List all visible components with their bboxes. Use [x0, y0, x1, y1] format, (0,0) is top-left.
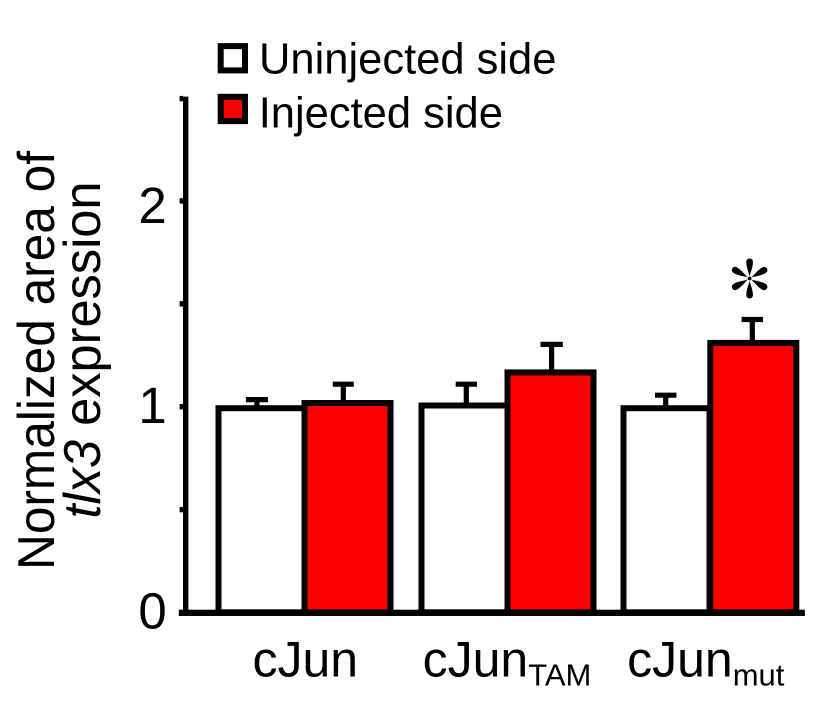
- svg-text:Uninjected side: Uninjected side: [259, 35, 556, 83]
- svg-text:cJun: cJun: [253, 631, 359, 687]
- svg-text:Normalized area of: Normalized area of: [8, 150, 66, 570]
- svg-text:2: 2: [138, 177, 166, 234]
- svg-text:Injected side: Injected side: [259, 90, 503, 138]
- svg-text:tlx3 expression: tlx3 expression: [54, 182, 112, 519]
- svg-text:cJunmut: cJunmut: [627, 631, 785, 692]
- svg-text:0: 0: [138, 583, 166, 640]
- svg-text:1: 1: [138, 377, 166, 434]
